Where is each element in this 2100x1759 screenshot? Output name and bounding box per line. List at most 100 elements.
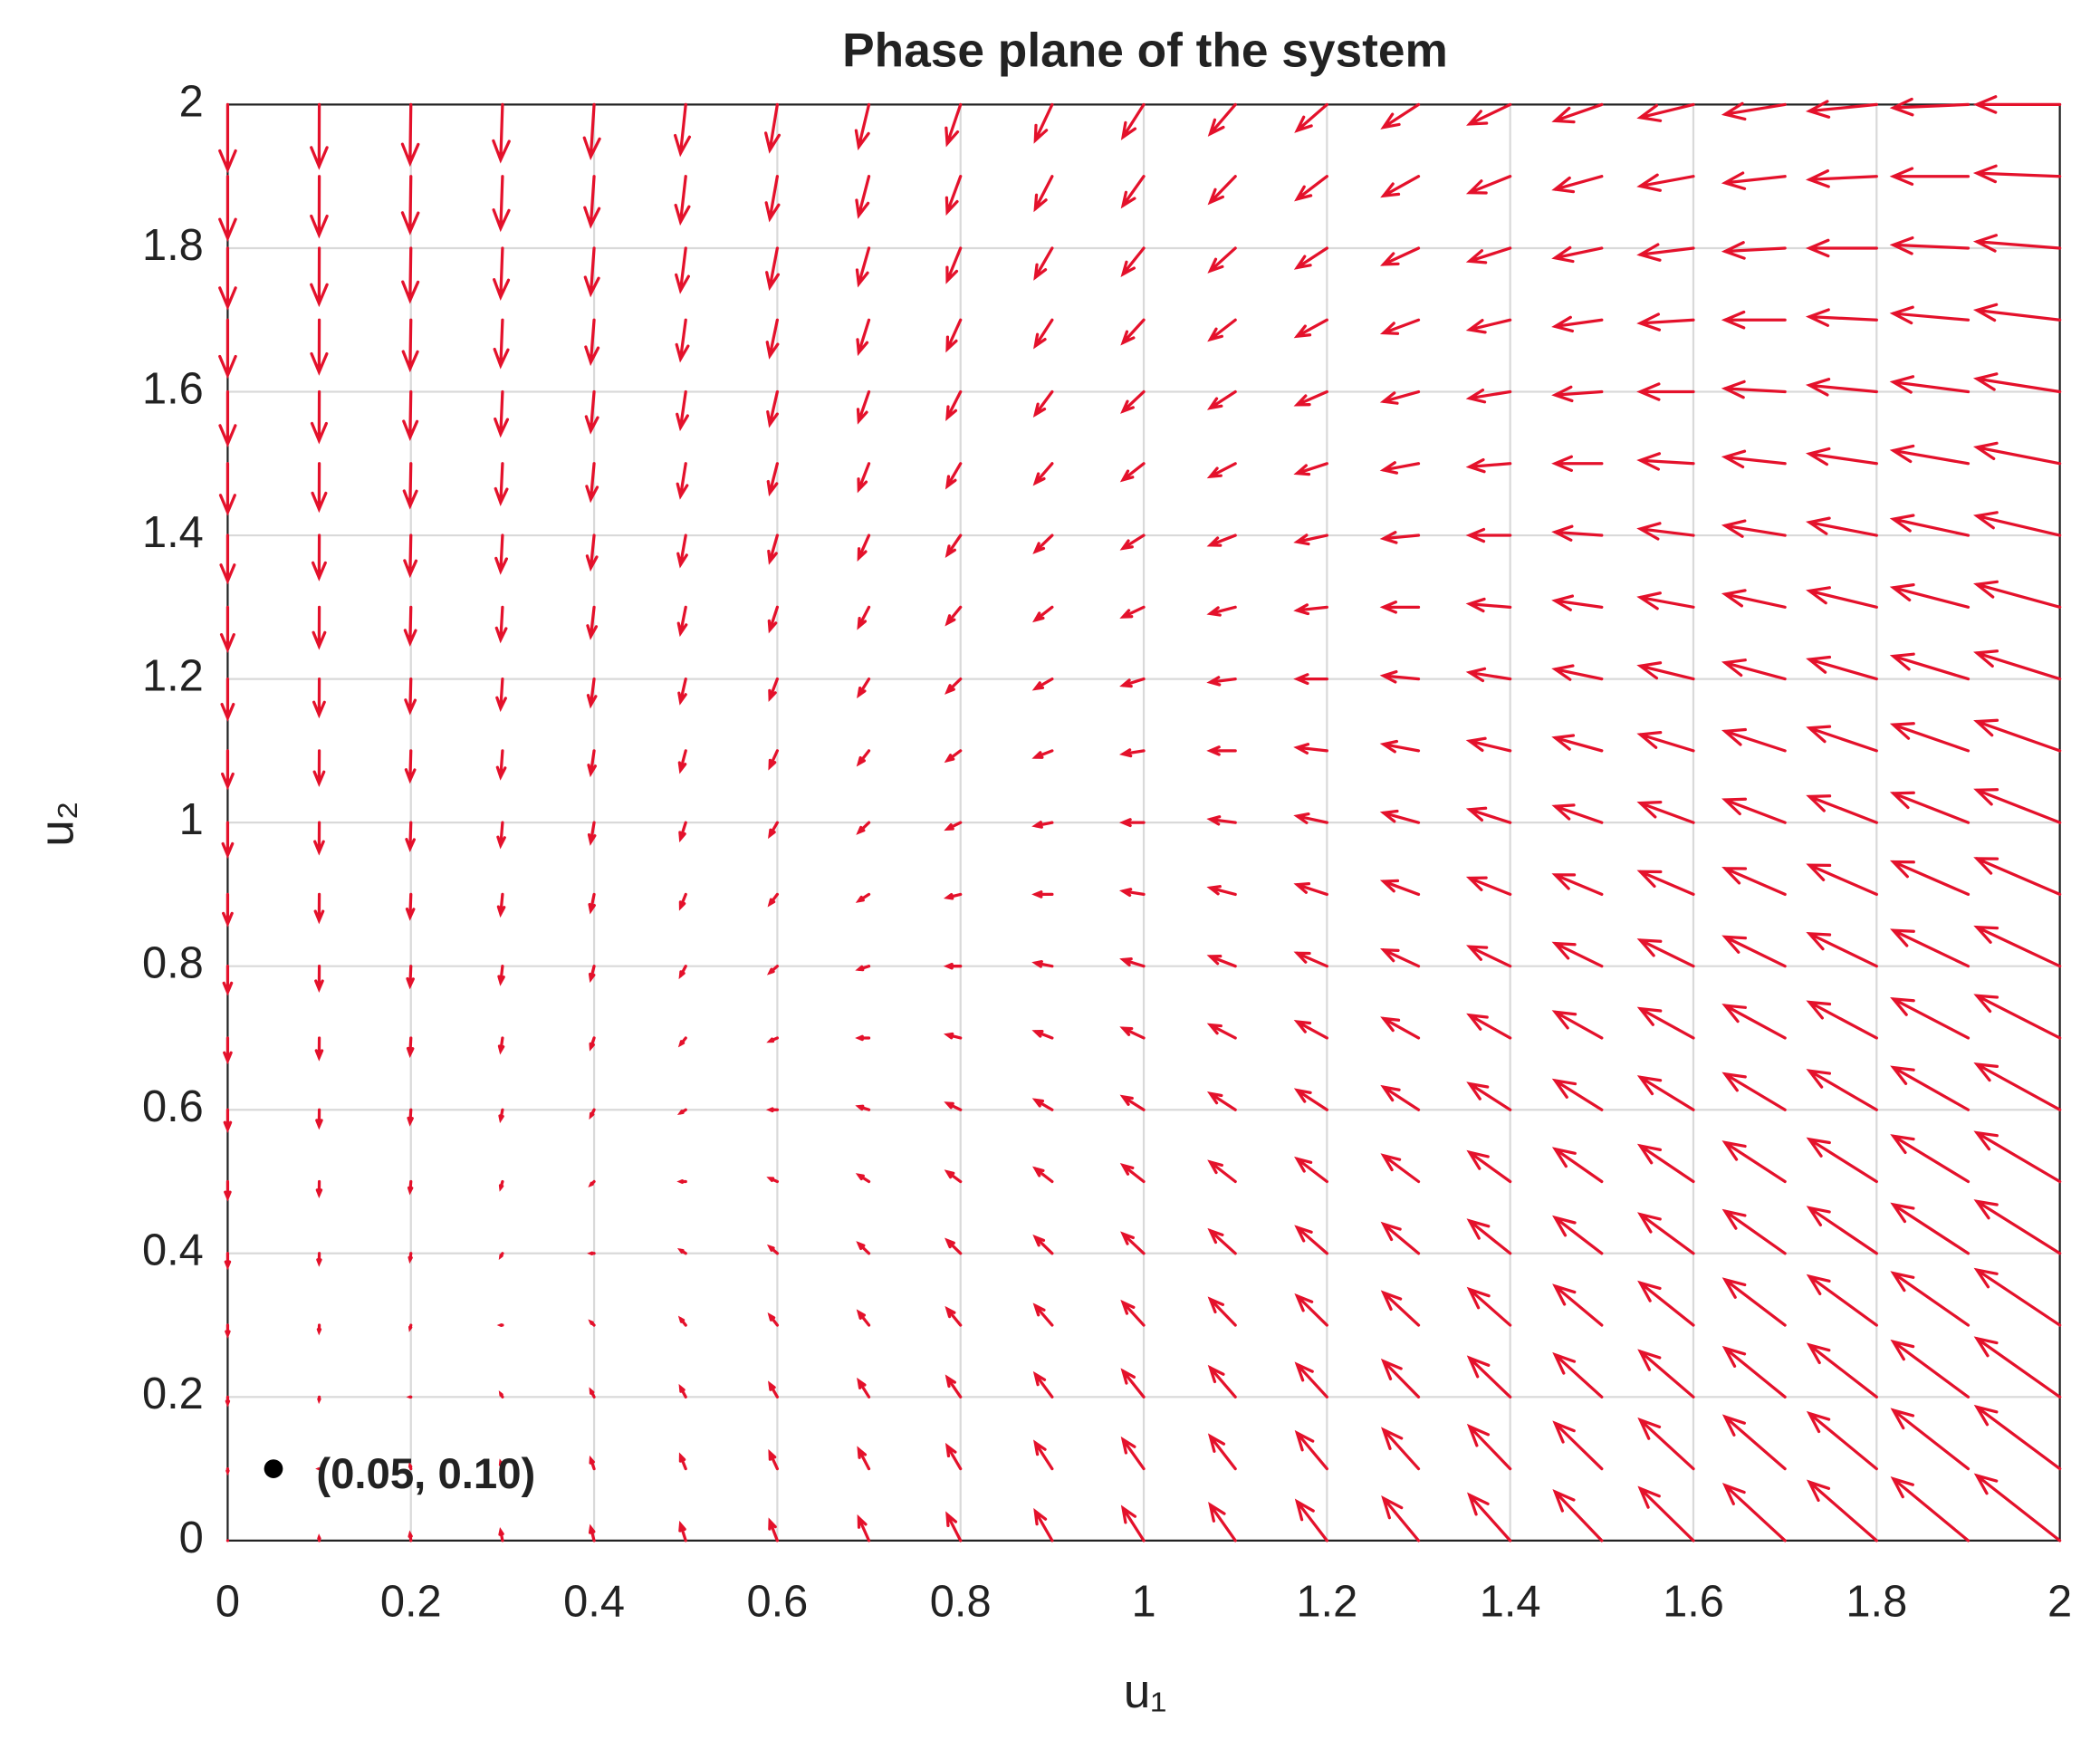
- vector-arrow: [401, 318, 419, 373]
- vector-arrow: [1032, 389, 1054, 418]
- vector-arrow: [1806, 725, 1878, 753]
- vector-arrow: [582, 102, 601, 161]
- vector-arrow: [1551, 734, 1604, 753]
- vector-arrow: [1551, 102, 1604, 124]
- y-tick-label: 0.8: [142, 939, 204, 988]
- vector-arrow: [855, 1034, 871, 1042]
- vector-arrow: [313, 892, 325, 925]
- y-axis-label: u₂: [31, 801, 84, 846]
- vector-arrow: [310, 318, 329, 376]
- vector-arrow: [400, 175, 420, 235]
- vector-arrow: [857, 1377, 871, 1399]
- vector-arrow: [1207, 1159, 1237, 1184]
- y-tick-label: 1.2: [142, 651, 204, 700]
- vector-arrow: [1552, 1420, 1604, 1471]
- vector-arrow: [1551, 941, 1604, 968]
- vector-arrow: [1889, 235, 1971, 255]
- vector-arrow: [1466, 945, 1512, 968]
- vector-arrow: [402, 462, 418, 510]
- vector-arrow: [1721, 1277, 1787, 1327]
- vector-arrow: [497, 965, 505, 986]
- vector-arrow: [494, 389, 510, 438]
- vector-arrow: [766, 1244, 780, 1255]
- vector-arrow: [407, 1108, 414, 1127]
- vector-arrow: [1294, 102, 1328, 133]
- vector-arrow: [1806, 794, 1878, 824]
- vector-arrow: [589, 1455, 596, 1471]
- vector-arrow: [1721, 589, 1787, 609]
- vector-arrow: [1294, 1429, 1328, 1471]
- vector-arrow: [1636, 382, 1695, 401]
- vector-arrow: [855, 1104, 871, 1111]
- x-tick-label: 1: [1131, 1578, 1155, 1627]
- vector-arrow: [1890, 1408, 1971, 1471]
- vector-arrow: [857, 462, 871, 494]
- vector-arrow: [1973, 1062, 2062, 1111]
- vector-arrow: [1973, 718, 2062, 753]
- y-tick-label: 0.4: [142, 1226, 204, 1275]
- vector-arrow: [1119, 462, 1146, 483]
- vector-arrow: [1033, 1439, 1054, 1471]
- vector-arrow: [1973, 994, 2062, 1040]
- vector-arrow: [1206, 389, 1237, 410]
- vector-arrow: [677, 1036, 687, 1048]
- vector-arrow: [220, 749, 235, 791]
- vector-arrow: [1973, 649, 2062, 681]
- vector-arrow: [1206, 676, 1237, 687]
- vector-arrow: [494, 605, 508, 644]
- vector-arrow: [766, 462, 780, 497]
- vector-arrow: [764, 102, 782, 154]
- vector-arrow: [1033, 246, 1054, 281]
- y-tick-label: 1.6: [142, 364, 204, 413]
- vector-arrow: [1973, 925, 2062, 968]
- vector-arrow: [406, 1036, 415, 1059]
- vector-arrow: [218, 462, 236, 516]
- vector-arrow: [1379, 879, 1421, 897]
- vector-arrow: [1889, 375, 1971, 394]
- vector-arrow: [494, 462, 509, 507]
- y-tick-label: 1.8: [142, 221, 204, 270]
- vector-arrow: [1380, 947, 1421, 968]
- vector-arrow: [310, 102, 329, 170]
- vector-arrow: [678, 1520, 687, 1543]
- vector-arrow: [1207, 1364, 1237, 1399]
- vector-arrow: [1033, 318, 1054, 350]
- vector-arrow: [1806, 655, 1878, 681]
- vector-arrow: [1379, 601, 1421, 614]
- vector-arrow: [1120, 1368, 1146, 1399]
- vector-arrow: [1032, 1166, 1054, 1184]
- vector-arrow: [1721, 1345, 1787, 1399]
- vector-arrow: [1208, 1501, 1237, 1543]
- vector-arrow: [1551, 594, 1604, 611]
- vector-arrow: [678, 821, 687, 843]
- vector-arrow: [857, 1446, 871, 1471]
- vector-arrow: [1120, 246, 1146, 277]
- vector-arrow: [1119, 1026, 1146, 1040]
- vector-arrow: [1293, 389, 1328, 407]
- vector-arrow: [1889, 514, 1971, 537]
- vector-arrow: [1293, 533, 1328, 546]
- vector-arrow: [220, 677, 235, 722]
- vector-arrow: [676, 533, 688, 569]
- vector-arrow: [675, 318, 690, 363]
- vector-arrow: [1551, 873, 1604, 897]
- vector-arrow: [945, 1237, 963, 1255]
- vector-arrow: [316, 1323, 322, 1336]
- vector-arrow: [1973, 1473, 2062, 1543]
- point-label: (0.05, 0.10): [316, 1450, 535, 1498]
- x-tick-label: 0.8: [930, 1578, 992, 1627]
- vector-arrow: [404, 749, 417, 784]
- vector-arrow: [312, 677, 326, 719]
- vector-arrow: [944, 821, 963, 831]
- vector-arrow: [222, 965, 234, 996]
- vector-arrow: [1380, 102, 1421, 130]
- vector-arrow: [945, 462, 963, 490]
- vector-arrow: [1293, 951, 1328, 968]
- vector-arrow: [1380, 1221, 1421, 1255]
- vector-arrow: [1637, 1349, 1695, 1399]
- vector-arrow: [1293, 1020, 1328, 1040]
- vector-arrow: [1033, 102, 1054, 144]
- x-tick-label: 0.6: [746, 1578, 808, 1627]
- x-tick-label: 0.2: [380, 1578, 442, 1627]
